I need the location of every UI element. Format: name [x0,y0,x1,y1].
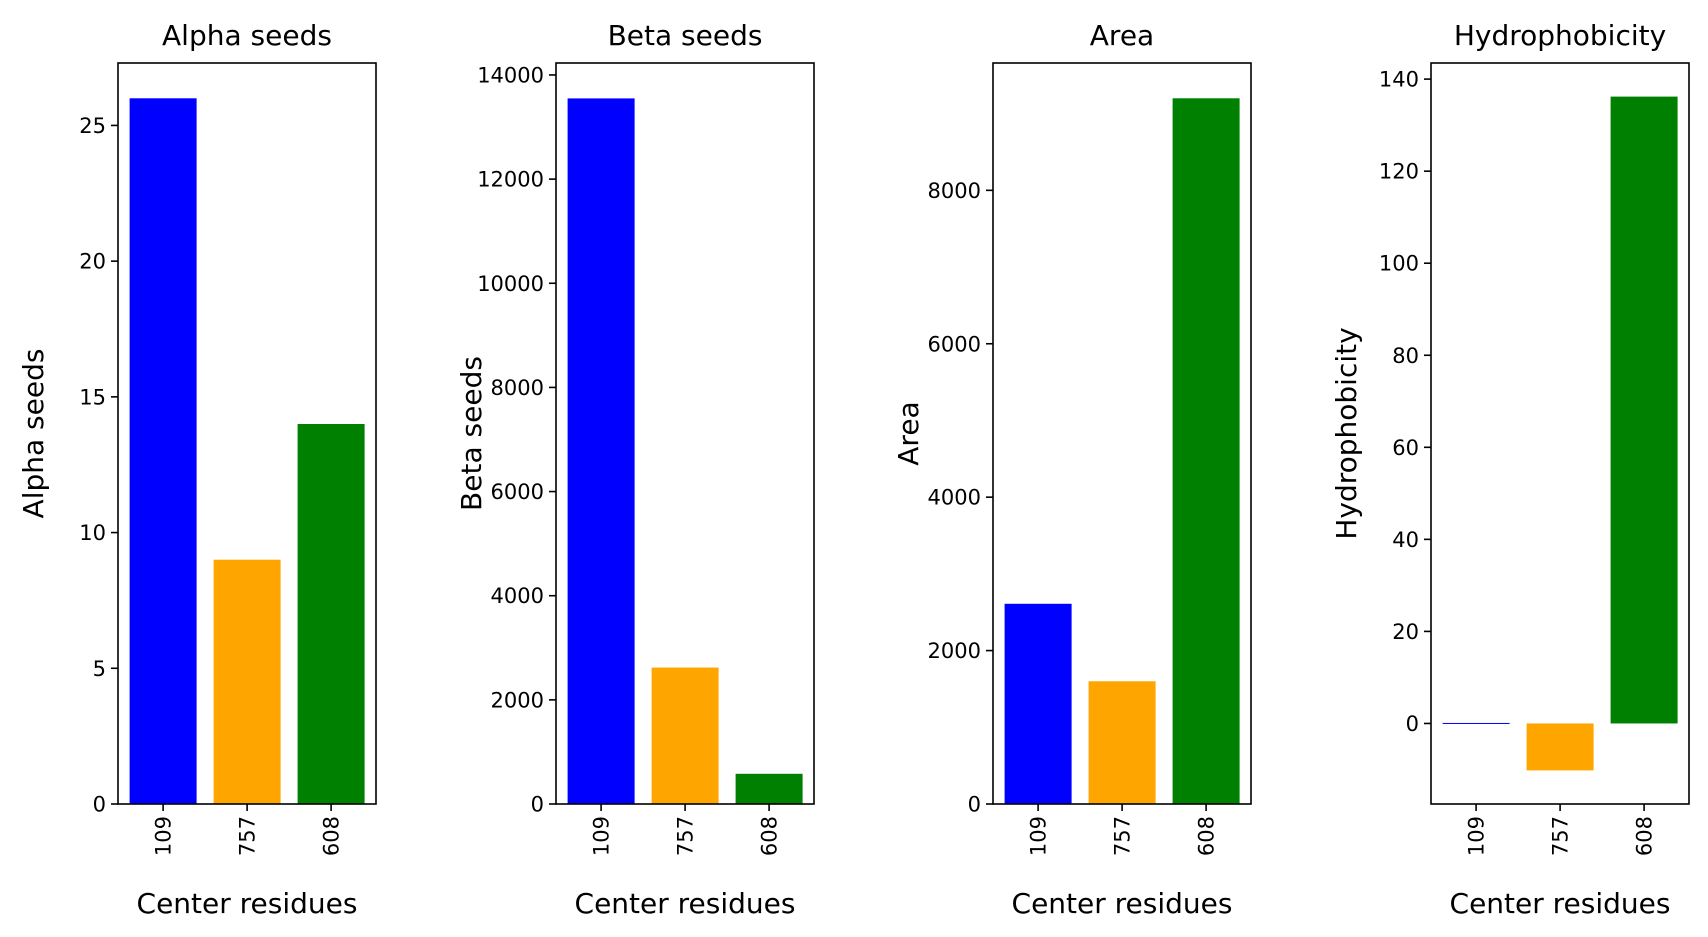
y-tick-label: 120 [1379,160,1419,184]
bar-109 [129,98,197,805]
y-tick-label: 6000 [928,332,981,356]
x-tick-label: 109 [1465,816,1489,856]
y-tick-label: 0 [968,793,981,817]
x-tick-label: 608 [758,816,782,856]
y-axis-label: Alpha seeds [17,349,50,519]
y-tick-label: 0 [93,793,106,817]
chart-panel-4: 0 20 40 60 80 100 120 140 109 757 608 Hydrophobicit… [1330,19,1690,920]
y-tick-label: 14000 [477,63,544,87]
x-tick-label: 608 [1195,816,1219,856]
x-tick-label: 608 [320,816,344,856]
x-axis-label: Center residues [137,887,358,920]
y-tick-label: 20 [1392,620,1419,644]
y-tick-label: 0 [531,793,544,817]
bar-109 [1004,603,1072,804]
y-tick-label: 20 [79,250,106,274]
y-tick-label: 25 [79,114,106,138]
x-axis-label: Center residues [1012,887,1233,920]
x-axis-label: Center residues [575,887,796,920]
bar-109 [1442,722,1510,724]
chart-title: Beta seeds [608,19,763,52]
chart-title: Alpha seeds [162,19,332,52]
x-tick-label: 109 [590,816,614,856]
y-tick-label: 80 [1392,344,1419,368]
y-tick-label: 8000 [928,179,981,203]
bar-608 [735,773,803,804]
bar-757 [213,559,281,804]
y-tick-label: 6000 [491,480,544,504]
bar-757 [1526,723,1594,771]
x-tick-label: 757 [1111,816,1135,856]
chart-title: Area [1090,19,1154,52]
bar-757 [651,667,719,804]
y-tick-label: 10 [79,521,106,545]
y-axis-label: Hydrophobicity [1330,327,1363,539]
bar-608 [1172,98,1240,805]
chart-panel-2: 0 2000 4000 6000 8000 10000 12000 14000 109 757 60… [455,19,815,920]
y-tick-label: 0 [1406,712,1419,736]
x-tick-label: 608 [1633,816,1657,856]
y-tick-label: 2000 [491,688,544,712]
chart-panel-3: 0 2000 4000 6000 8000 109 757 608 Area Center res… [892,19,1252,920]
bar-608 [1610,96,1678,724]
x-tick-label: 757 [674,816,698,856]
y-tick-label: 100 [1379,252,1419,276]
x-tick-label: 757 [236,816,260,856]
x-axis-label: Center residues [1450,887,1671,920]
y-tick-label: 8000 [491,376,544,400]
y-axis-label: Area [892,401,925,465]
x-tick-label: 109 [1027,816,1051,856]
y-tick-label: 140 [1379,68,1419,92]
x-tick-label: 757 [1549,816,1573,856]
y-tick-label: 40 [1392,528,1419,552]
bar-608 [297,424,365,804]
y-tick-label: 4000 [928,486,981,510]
x-tick-label: 109 [152,816,176,856]
chart-title: Hydrophobicity [1454,19,1666,52]
y-axis-label: Beta seeds [455,356,488,511]
y-tick-label: 5 [93,657,106,681]
y-tick-label: 15 [79,385,106,409]
chart-panel-1: 0 5 10 15 20 25 109 757 608 Alpha seeds Center res… [17,19,377,920]
y-tick-label: 12000 [477,168,544,192]
y-tick-label: 60 [1392,436,1419,460]
bar-109 [567,98,635,805]
y-tick-label: 4000 [491,584,544,608]
y-tick-label: 10000 [477,272,544,296]
y-tick-label: 2000 [928,639,981,663]
bar-757 [1088,681,1156,804]
